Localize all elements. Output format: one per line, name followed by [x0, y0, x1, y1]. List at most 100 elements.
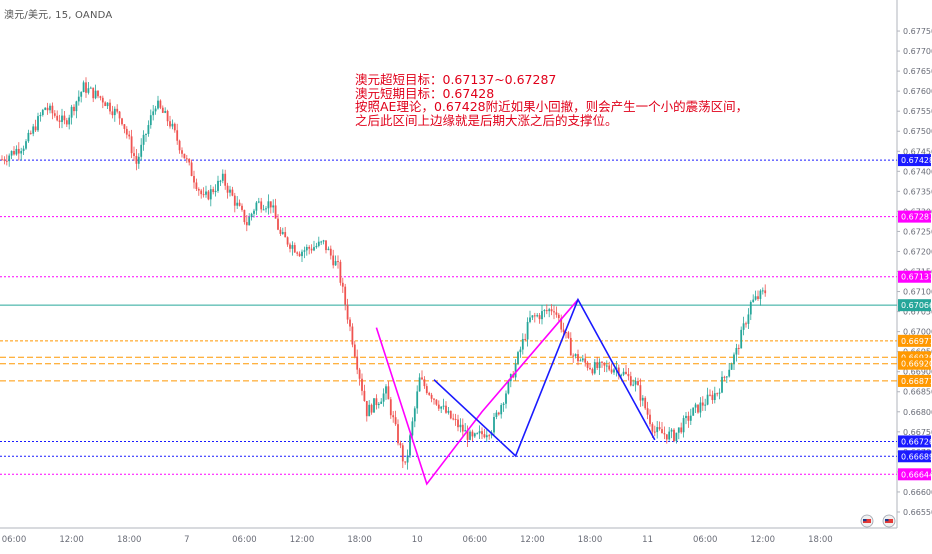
x-tick-label: 11: [642, 535, 653, 545]
candle-body: [44, 107, 47, 110]
candle-body: [586, 362, 589, 368]
candle-body: [622, 371, 625, 375]
x-tick-label: 18:00: [117, 535, 142, 545]
candle-body: [22, 148, 25, 152]
candle-body: [356, 356, 359, 370]
candle-body: [97, 90, 99, 97]
candle-body: [639, 385, 642, 401]
candle-body: [706, 394, 709, 405]
candle-body: [543, 310, 546, 312]
x-tick-label: 18:00: [578, 535, 603, 545]
candle-body: [10, 150, 13, 156]
candle-body: [687, 415, 690, 421]
candle-body: [368, 404, 371, 417]
candle-body: [248, 217, 251, 226]
candle-body: [236, 202, 239, 206]
candle-body: [329, 248, 332, 256]
candle-body: [37, 116, 39, 131]
price-label: 0.66644: [901, 470, 932, 479]
candle-body: [725, 376, 728, 378]
candle-body: [135, 155, 138, 164]
candle-body: [317, 241, 320, 246]
candle-body: [495, 412, 498, 417]
candle-body: [274, 205, 277, 219]
candle-body: [437, 404, 440, 409]
candle-body: [411, 421, 414, 436]
pattern-line-magenta: [375, 299, 579, 486]
candle-body: [257, 201, 260, 203]
candle-body: [325, 240, 327, 251]
candle-body: [185, 158, 188, 160]
candle-body: [245, 222, 248, 226]
candle-body: [133, 153, 135, 156]
candle-body: [442, 405, 445, 407]
candle-body: [500, 404, 503, 415]
candle-body: [605, 365, 608, 367]
candle-body: [579, 360, 582, 362]
candle-body: [526, 321, 529, 340]
candle-body: [476, 433, 479, 435]
candle-body: [380, 401, 383, 404]
candle-body: [363, 390, 366, 402]
candle-body: [231, 189, 234, 196]
candle-body: [344, 286, 347, 305]
candle-body: [370, 404, 373, 413]
candle-body: [730, 364, 733, 370]
candle-body: [113, 108, 116, 116]
candle-body: [365, 401, 368, 417]
candle-body: [723, 376, 726, 378]
candle-body: [373, 398, 375, 413]
candle-body: [685, 415, 687, 419]
candle-body: [603, 362, 606, 366]
candle-body: [224, 173, 227, 186]
candle-body: [404, 461, 407, 463]
candle-body: [29, 132, 32, 134]
candle-body: [629, 376, 632, 386]
x-tick-label: 12:00: [290, 535, 315, 545]
candle-body: [212, 189, 215, 193]
candle-body: [13, 150, 15, 155]
candle-body: [675, 432, 678, 441]
candle-body: [658, 427, 661, 430]
price-label: 0.67287: [901, 213, 932, 222]
candle-body: [457, 419, 459, 428]
candle-body: [291, 245, 294, 249]
candle-body: [272, 205, 275, 208]
candle-body: [445, 405, 447, 413]
candle-body: [214, 190, 217, 193]
candle-body: [164, 111, 167, 113]
candle-body: [106, 102, 109, 107]
candle-body: [262, 209, 265, 211]
candle-body: [125, 128, 128, 135]
symbol-label: 澳元/美元, 15, OANDA: [4, 10, 113, 21]
candle-body: [310, 248, 313, 251]
candle-body: [46, 107, 49, 111]
candle-body: [377, 403, 380, 406]
candle-body: [514, 363, 517, 378]
price-label: 0.66689: [901, 452, 932, 461]
candle-body: [387, 386, 390, 400]
candle-body: [334, 261, 337, 266]
candle-body: [296, 252, 299, 254]
candle-body: [104, 102, 107, 107]
candle-body: [745, 323, 747, 325]
candle-body: [161, 107, 164, 113]
candle-body: [243, 209, 246, 223]
candle-body: [567, 332, 570, 338]
candle-body: [332, 255, 335, 266]
candle-body: [452, 418, 455, 420]
candle-body: [260, 201, 263, 210]
candle-body: [200, 190, 203, 195]
candle-body: [677, 427, 680, 433]
candle-body: [202, 194, 205, 196]
candle-body: [20, 151, 23, 154]
candle-body: [562, 329, 565, 332]
